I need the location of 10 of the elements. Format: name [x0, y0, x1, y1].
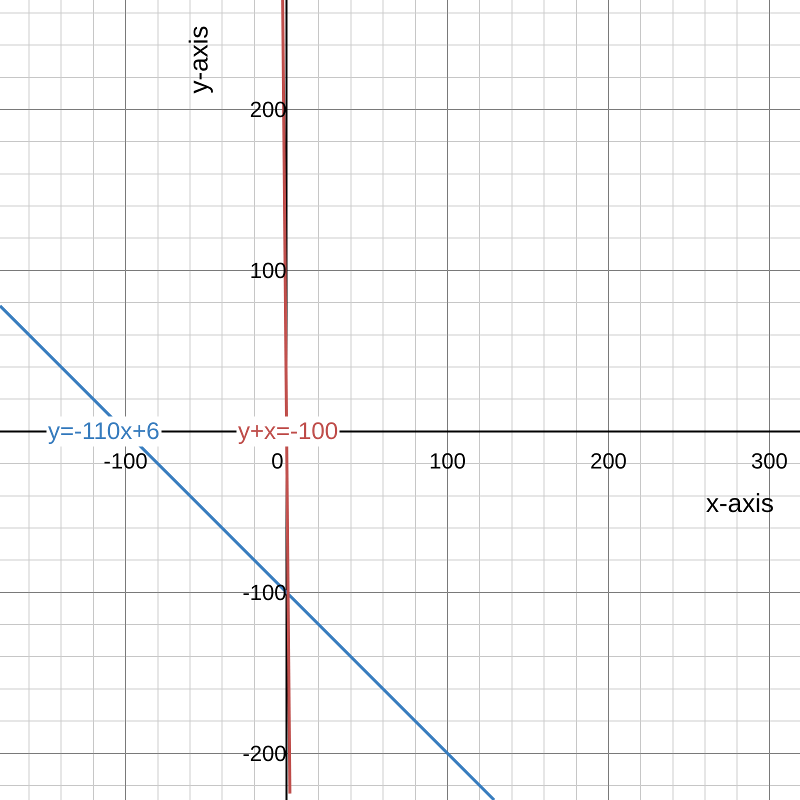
- x-tick-label: -100: [104, 448, 148, 474]
- y-axis-title: y-axis: [184, 26, 214, 94]
- x-tick-label: 0: [271, 448, 302, 474]
- series-label: y+x=-100: [238, 418, 338, 445]
- series-label: y=-110x+6: [48, 418, 160, 445]
- x-tick-label: 100: [429, 448, 466, 474]
- x-tick-label: 300: [751, 448, 788, 474]
- x-tick-label: 200: [590, 448, 627, 474]
- y-tick-label: -200: [242, 741, 287, 766]
- x-axis-title: x-axis: [706, 488, 774, 518]
